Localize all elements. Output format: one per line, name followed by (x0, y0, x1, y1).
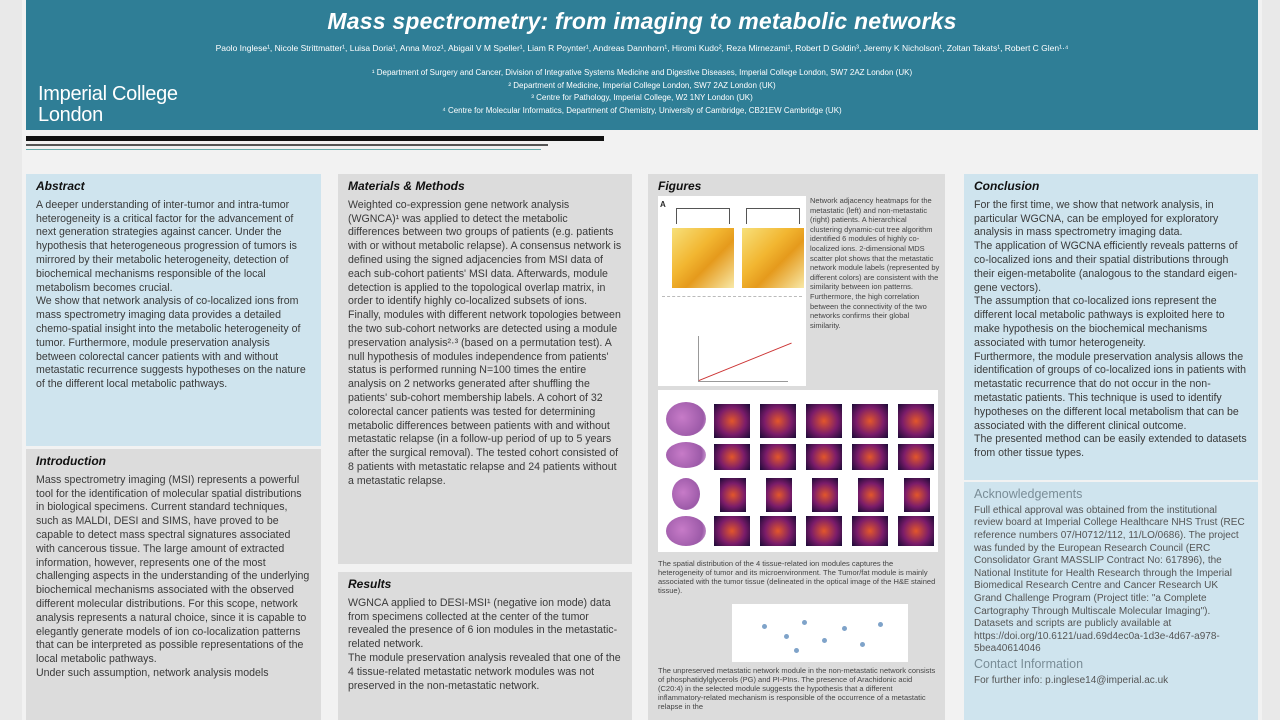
introduction-paragraph-2: Under such assumption, network analysis … (36, 666, 269, 679)
conclusion-paragraph-2: The application of WGCNA efficiently rev… (974, 240, 1238, 294)
figure-a-heatmaps: A (658, 196, 806, 386)
methods-panel: Materials & Methods Weighted co-expressi… (338, 174, 632, 564)
affiliation-1: ¹ Department of Surgery and Cancer, Divi… (371, 68, 913, 77)
abstract-paragraph-2: We show that network analysis of co-loca… (36, 295, 306, 391)
divider-thick (26, 136, 604, 141)
ion-image (904, 478, 930, 512)
network-node (794, 648, 799, 653)
connectivity-scatter-plot (698, 336, 792, 382)
figure-a-caption: Network adjacency heatmaps for the metas… (810, 196, 940, 330)
tissue-optical-image (666, 402, 706, 436)
introduction-panel: Introduction Mass spectrometry imaging (… (26, 449, 321, 720)
ion-image (852, 516, 888, 546)
logo-line-1: Imperial College (38, 83, 178, 105)
conclusion-paragraph-1: For the first time, we show that network… (974, 198, 1219, 239)
poster: Mass spectrometry: from imaging to metab… (22, 0, 1262, 720)
poster-title: Mass spectrometry: from imaging to metab… (327, 8, 957, 34)
ion-image (858, 478, 884, 512)
ion-image (760, 404, 796, 438)
heatmap-non-metastatic (742, 228, 804, 288)
tissue-optical-image (672, 478, 700, 510)
introduction-paragraph-1: Mass spectrometry imaging (MSI) represen… (36, 473, 310, 666)
contact-heading: Contact Information (974, 656, 1084, 671)
ion-image (766, 478, 792, 512)
divider-accent (26, 149, 541, 150)
affiliation-2: ² Department of Medicine, Imperial Colle… (508, 80, 776, 90)
conclusion-heading: Conclusion (974, 179, 1040, 193)
affiliation-4: ⁴ Centre for Molecular Informatics, Depa… (442, 105, 842, 115)
methods-paragraph: Weighted co-expression gene network anal… (348, 198, 622, 487)
heatmap-metastatic (672, 228, 734, 288)
ion-image (812, 478, 838, 512)
affiliation-list: ¹ Department of Surgery and Cancer, Divi… (256, 67, 1028, 117)
ion-image (760, 444, 796, 470)
ion-image (806, 444, 842, 470)
conclusion-paragraph-4: Furthermore, the module preservation ana… (974, 350, 1247, 432)
ion-image (760, 516, 796, 546)
dendrogram-left (676, 208, 730, 224)
ion-image (714, 516, 750, 546)
conclusion-paragraph-5: The presented method can be easily exten… (974, 433, 1247, 460)
results-heading: Results (348, 577, 392, 591)
affiliation-3: ³ Centre for Pathology, Imperial College… (531, 93, 753, 102)
acknowledgements-heading: Acknowledgements (974, 487, 1083, 501)
abstract-paragraph-1: A deeper understanding of inter-tumor an… (36, 198, 297, 294)
ion-image (714, 404, 750, 438)
ion-image (806, 516, 842, 546)
mds-scatter-area (662, 296, 802, 330)
conclusion-panel: Conclusion For the first time, we show t… (964, 174, 1258, 480)
introduction-heading: Introduction (36, 454, 106, 468)
network-node (784, 634, 789, 639)
figures-panel: Figures A Network adjacency heatmaps for… (648, 174, 945, 720)
author-list: Paolo Inglese¹, Nicole Strittmatter¹, Lu… (215, 43, 1069, 53)
network-node (878, 622, 883, 627)
results-panel: Results WGNCA applied to DESI-MSI¹ (nega… (338, 572, 632, 720)
tissue-optical-image (666, 442, 706, 468)
figure-c-network (732, 604, 908, 662)
results-paragraph-1: WGNCA applied to DESI-MSI¹ (negative ion… (348, 596, 618, 651)
results-paragraph-2: The module preservation analysis reveale… (348, 651, 621, 692)
logo-line-2: London (38, 104, 103, 126)
dendrogram-right (746, 208, 800, 224)
abstract-heading: Abstract (36, 179, 85, 193)
network-node (802, 620, 807, 625)
methods-heading: Materials & Methods (348, 179, 465, 193)
figure-a-label: A (660, 200, 666, 209)
acknowledgements-paragraph-1: Full ethical approval was obtained from … (974, 504, 1245, 617)
network-node (822, 638, 827, 643)
network-node (860, 642, 865, 647)
network-node (842, 626, 847, 631)
divider-thin (26, 144, 548, 146)
tissue-optical-image (666, 516, 706, 546)
conclusion-paragraph-3: The assumption that co-localized ions re… (974, 295, 1225, 349)
ion-image (852, 444, 888, 470)
ion-image (898, 444, 934, 470)
abstract-panel: Abstract A deeper understanding of inter… (26, 174, 321, 446)
figures-heading: Figures (658, 179, 702, 193)
ion-image (898, 404, 934, 438)
ion-image (852, 404, 888, 438)
regression-line (698, 342, 792, 381)
contact-text: For further info: p.inglese14@imperial.a… (974, 674, 1169, 686)
figure-b-caption: The spatial distribution of the 4 tissue… (658, 559, 936, 595)
ion-image (898, 516, 934, 546)
figure-c-caption: The unpreserved metastatic network modul… (658, 666, 936, 711)
poster-header: Mass spectrometry: from imaging to metab… (26, 0, 1258, 130)
figure-b-ion-images (658, 390, 938, 552)
acknowledgements-panel: Acknowledgements Full ethical approval w… (964, 482, 1258, 720)
network-node (762, 624, 767, 629)
ion-image (806, 404, 842, 438)
acknowledgements-paragraph-2: Datasets and scripts are publicly availa… (974, 618, 1220, 655)
ion-image (714, 444, 750, 470)
ion-image (720, 478, 746, 512)
imperial-college-logo: Imperial College London (38, 84, 178, 126)
